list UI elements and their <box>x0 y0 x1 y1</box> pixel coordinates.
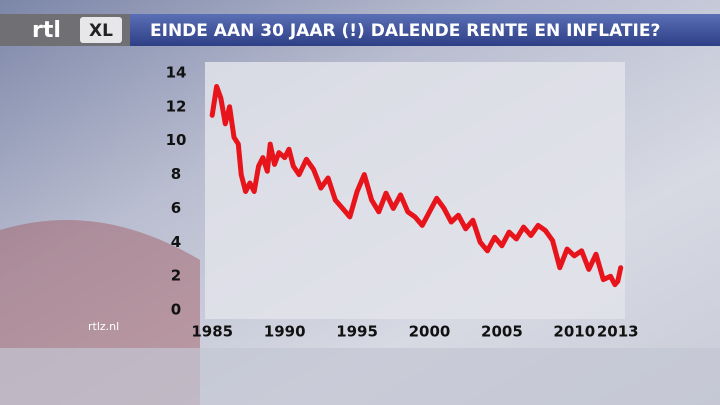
site-label: rtlz.nl <box>88 320 119 333</box>
chart-title: EINDE AAN 30 JAAR (!) DALENDE RENTE EN I… <box>150 21 660 41</box>
y-tick-label: 12 <box>166 97 187 115</box>
plot-area <box>205 62 625 319</box>
x-tick-label: 2010 <box>553 323 595 341</box>
data-line <box>209 84 624 288</box>
x-tick-label: 1990 <box>264 323 306 341</box>
logo: rtl <box>32 18 61 43</box>
bottom-band <box>0 348 720 405</box>
y-tick-label: 0 <box>171 301 181 319</box>
y-tick-label: 14 <box>166 63 187 81</box>
logo-badge-box <box>80 17 122 43</box>
x-tick-label: 1995 <box>336 323 378 341</box>
y-tick-label: 4 <box>171 233 181 251</box>
x-tick-label: 1985 <box>191 323 233 341</box>
y-tick-label: 6 <box>171 199 181 217</box>
x-tick-label: 2005 <box>481 323 523 341</box>
x-tick-label: 2013 <box>597 323 639 341</box>
y-tick-label: 8 <box>171 165 181 183</box>
x-tick-label: 2000 <box>409 323 451 341</box>
logo-badge: XL <box>89 21 113 41</box>
y-tick-label: 10 <box>166 131 187 149</box>
y-tick-label: 2 <box>171 267 181 285</box>
